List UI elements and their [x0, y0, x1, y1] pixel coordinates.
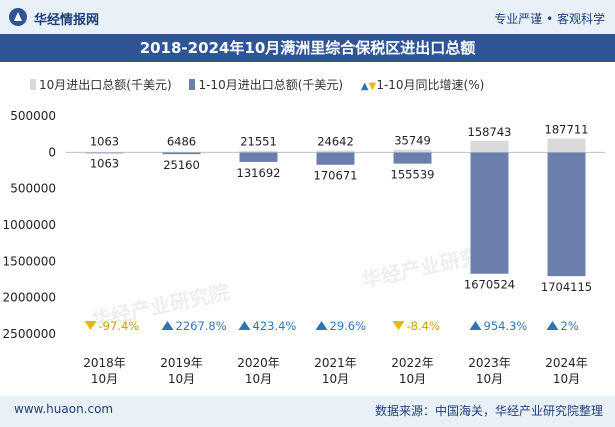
growth-up-marker [315, 321, 328, 330]
data-label-growth: 29.6% [330, 319, 367, 333]
data-label-monthly: 1063 [90, 134, 119, 148]
growth-up-marker [238, 321, 251, 330]
x-tick-label: 2018年 [83, 356, 126, 370]
data-label-cumulative: 1704115 [541, 280, 592, 294]
y-tick-label: 0 [48, 145, 56, 159]
data-label-monthly: 187711 [545, 123, 589, 137]
bar-cumulative [393, 152, 432, 164]
x-tick-label: 2023年 [468, 356, 511, 370]
data-label-cumulative: 25160 [163, 158, 200, 172]
x-tick-label: 10月 [322, 372, 349, 386]
chart-legend: 10月进出口总额(千美元) 1-10月进出口总额(千美元) ▲▼1-10月同比增… [30, 76, 498, 93]
y-tick-label: 2500000 [3, 327, 56, 341]
x-tick-label: 10月 [245, 372, 272, 386]
legend-up-triangle-icon: ▲ [360, 81, 369, 92]
legend-label-cumulative: 1-10月进出口总额(千美元) [198, 78, 344, 92]
y-tick-label: 2000000 [3, 291, 56, 305]
data-label-cumulative: 155539 [391, 168, 435, 182]
data-label-growth: 423.4% [253, 319, 297, 333]
data-label-growth: 2267.8% [176, 319, 227, 333]
data-label-cumulative: 1063 [90, 156, 119, 170]
footer-source: 数据来源：中国海关，华经产业研究院整理 [374, 404, 603, 418]
y-tick-label: 500000 [10, 109, 56, 123]
title-bar [0, 34, 615, 62]
growth-down-marker [392, 321, 405, 330]
x-tick-label: 10月 [399, 372, 426, 386]
x-tick-label: 2020年 [237, 356, 280, 370]
growth-down-marker [84, 321, 97, 330]
legend-item-cumulative: 1-10月进出口总额(千美元) [189, 76, 343, 93]
growth-up-marker [469, 321, 482, 330]
y-tick-label: 1500000 [3, 254, 56, 268]
legend-item-monthly: 10月进出口总额(千美元) [30, 76, 172, 93]
data-label-growth: -8.4% [407, 319, 440, 333]
huajing-logo-icon [9, 8, 27, 26]
legend-swatch-cumulative [189, 79, 196, 90]
bar-monthly [393, 149, 432, 153]
data-label-monthly: 24642 [317, 134, 354, 148]
tagline: 专业严谨 • 客观科学 [494, 12, 605, 26]
footer-bar [0, 396, 615, 427]
bar-cumulative [316, 152, 355, 165]
data-label-growth: -97.4% [99, 319, 140, 333]
x-tick-label: 10月 [476, 372, 503, 386]
x-tick-label: 10月 [553, 372, 580, 386]
x-tick-label: 2021年 [314, 356, 357, 370]
chart-title: 2018-2024年10月满洲里综合保税区进出口总额 [139, 39, 476, 57]
data-label-monthly: 6486 [167, 134, 196, 148]
growth-up-marker [161, 321, 174, 330]
data-label-growth: 954.3% [484, 319, 528, 333]
brand-name: 华经情报网 [34, 13, 100, 28]
bar-monthly [162, 151, 201, 153]
x-tick-label: 2019年 [160, 356, 203, 370]
bar-cumulative [239, 152, 278, 162]
legend-swatch-monthly [30, 79, 36, 90]
footer-website: www.huaon.com [14, 402, 114, 416]
bar-cumulative [162, 152, 201, 155]
y-tick-label: 1000000 [3, 218, 56, 232]
growth-up-marker [546, 321, 559, 330]
data-label-monthly: 35749 [394, 134, 431, 148]
data-label-cumulative: 1670524 [464, 278, 515, 292]
x-tick-label: 2022年 [391, 356, 434, 370]
data-label-cumulative: 131692 [237, 166, 281, 180]
x-tick-label: 2024年 [545, 356, 588, 370]
y-tick-label: 500000 [10, 182, 56, 196]
data-label-growth: 2% [561, 319, 579, 333]
bar-cumulative [470, 152, 509, 274]
bar-cumulative [547, 152, 586, 277]
bar-monthly [85, 152, 124, 153]
legend-item-growth: ▲▼1-10月同比增速(%) [361, 76, 484, 93]
x-tick-label: 10月 [91, 372, 118, 386]
legend-label-growth: 1-10月同比增速(%) [376, 78, 485, 92]
bar-monthly [316, 150, 355, 153]
bar-monthly [239, 150, 278, 153]
legend-label-monthly: 10月进出口总额(千美元) [39, 78, 172, 92]
data-label-cumulative: 170671 [314, 169, 358, 183]
header-bar: 华经情报网 专业严谨 • 客观科学 [0, 0, 615, 34]
bar-cumulative [85, 152, 124, 154]
x-tick-label: 10月 [168, 372, 195, 386]
bar-monthly [470, 140, 509, 153]
bar-monthly [547, 138, 586, 153]
data-label-monthly: 21551 [240, 134, 277, 148]
data-label-monthly: 158743 [468, 125, 512, 139]
legend-down-triangle-icon: ▼ [368, 81, 377, 92]
